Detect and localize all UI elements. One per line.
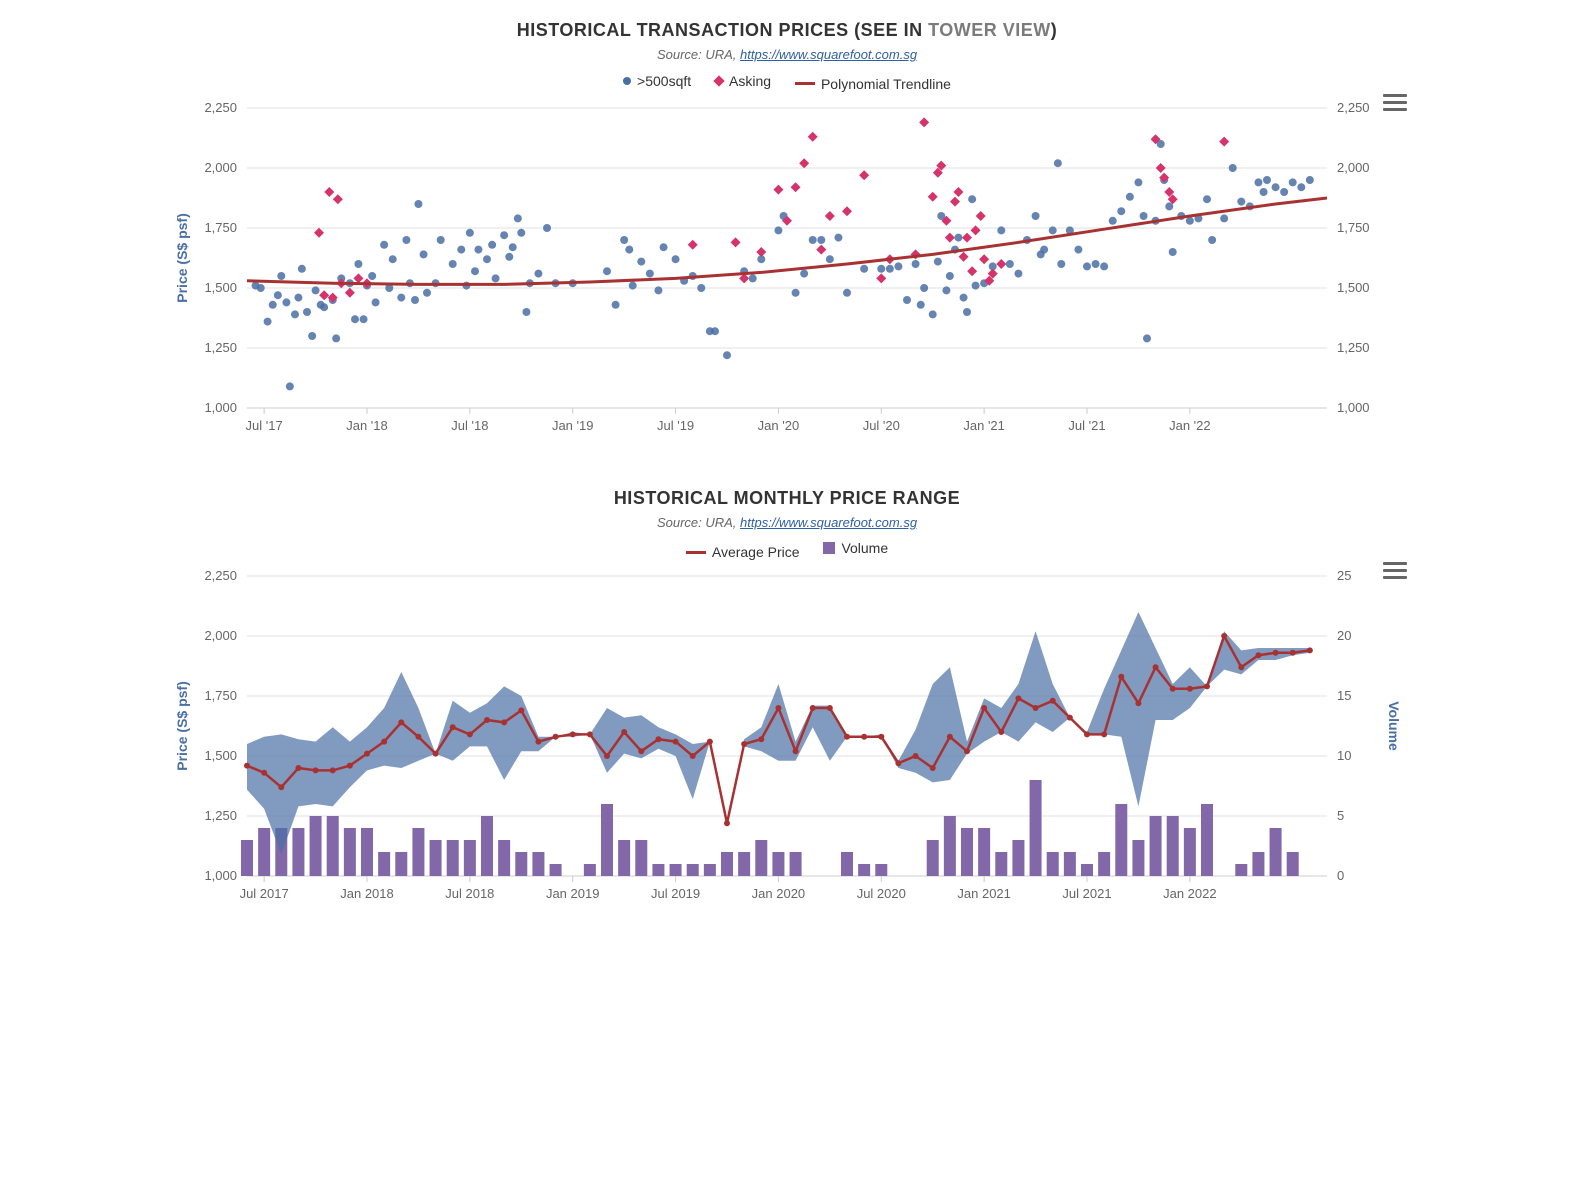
chart2-title: HISTORICAL MONTHLY PRICE RANGE (167, 488, 1407, 509)
chart1-svg: 1,000 1,000 1,250 1,250 1,500 1,500 1,750 1,750… (167, 98, 1407, 458)
svg-text:Price (S$ psf): Price (S$ psf) (174, 213, 190, 302)
svg-text:1,250: 1,250 (204, 340, 237, 355)
chart1-subtitle-prefix: Source: URA, (657, 47, 740, 62)
svg-text:Jul 2021: Jul 2021 (1062, 886, 1111, 901)
legend-item-scatter-blue[interactable]: >500sqft (623, 73, 691, 89)
svg-text:0: 0 (1337, 868, 1344, 883)
chart1-menu-icon[interactable] (1383, 90, 1407, 115)
line-marker-icon (686, 551, 706, 554)
svg-text:1,000: 1,000 (204, 400, 237, 415)
svg-text:Jan 2022: Jan 2022 (1163, 886, 1217, 901)
svg-text:Jul '21: Jul '21 (1068, 418, 1105, 433)
legend-item-trendline[interactable]: Polynomial Trendline (795, 76, 951, 92)
legend-label-1: >500sqft (637, 73, 691, 89)
svg-text:1,500: 1,500 (204, 748, 237, 763)
svg-text:Jan '18: Jan '18 (346, 418, 388, 433)
diamond-icon (713, 75, 724, 86)
svg-text:20: 20 (1337, 628, 1351, 643)
svg-text:15: 15 (1337, 688, 1351, 703)
svg-text:Jan 2021: Jan 2021 (957, 886, 1011, 901)
chart1-container: HISTORICAL TRANSACTION PRICES (SEE IN TO… (167, 20, 1407, 458)
dot-icon (623, 77, 631, 85)
svg-text:Jan '19: Jan '19 (552, 418, 594, 433)
svg-text:Jul '20: Jul '20 (863, 418, 900, 433)
svg-text:25: 25 (1337, 568, 1351, 583)
chart2-container: HISTORICAL MONTHLY PRICE RANGE Source: U… (167, 488, 1407, 927)
chart1-subtitle: Source: URA, https://www.squarefoot.com.… (167, 47, 1407, 62)
svg-text:Jan '21: Jan '21 (963, 418, 1005, 433)
svg-text:Jan 2020: Jan 2020 (752, 886, 806, 901)
svg-text:Volume: Volume (1386, 701, 1402, 751)
svg-text:Jan 2019: Jan 2019 (546, 886, 600, 901)
svg-text:Jul 2020: Jul 2020 (857, 886, 906, 901)
svg-text:1,500: 1,500 (204, 280, 237, 295)
bar-icon (823, 542, 835, 554)
svg-text:Jul 2018: Jul 2018 (445, 886, 494, 901)
svg-text:1,750: 1,750 (1337, 220, 1370, 235)
svg-text:Jan 2018: Jan 2018 (340, 886, 394, 901)
chart1-legend: >500sqft Asking Polynomial Trendline (167, 72, 1407, 92)
svg-text:Jul 2017: Jul 2017 (240, 886, 289, 901)
legend-item-scatter-red[interactable]: Asking (715, 73, 771, 89)
chart2-menu-icon[interactable] (1383, 558, 1407, 583)
svg-text:2,250: 2,250 (1337, 100, 1370, 115)
svg-text:1,500: 1,500 (1337, 280, 1370, 295)
svg-text:1,250: 1,250 (1337, 340, 1370, 355)
svg-text:1,000: 1,000 (204, 868, 237, 883)
legend-label-avg: Average Price (712, 544, 800, 560)
svg-text:1,750: 1,750 (204, 688, 237, 703)
chart2-subtitle: Source: URA, https://www.squarefoot.com.… (167, 515, 1407, 530)
svg-text:Jul '18: Jul '18 (451, 418, 488, 433)
chart1-title-link[interactable]: TOWER VIEW (928, 20, 1051, 40)
svg-text:5: 5 (1337, 808, 1344, 823)
svg-text:2,000: 2,000 (204, 628, 237, 643)
chart2-subtitle-prefix: Source: URA, (657, 515, 740, 530)
chart1-title: HISTORICAL TRANSACTION PRICES (SEE IN TO… (167, 20, 1407, 41)
legend-item-volume[interactable]: Volume (823, 540, 888, 556)
svg-text:Jan '22: Jan '22 (1169, 418, 1211, 433)
svg-text:2,000: 2,000 (204, 160, 237, 175)
chart2-svg: 1,000 1,250 1,500 1,750 2,000 2,250 0 5 10 15 20 25… (167, 566, 1407, 926)
svg-text:Price (S$ psf): Price (S$ psf) (174, 681, 190, 770)
svg-text:1,750: 1,750 (204, 220, 237, 235)
svg-text:Jul '17: Jul '17 (246, 418, 283, 433)
legend-label-3: Polynomial Trendline (821, 76, 951, 92)
legend-item-avg-price[interactable]: Average Price (686, 544, 800, 560)
chart2-subtitle-link[interactable]: https://www.squarefoot.com.sg (740, 515, 917, 530)
svg-text:2,250: 2,250 (204, 568, 237, 583)
svg-text:1,250: 1,250 (204, 808, 237, 823)
svg-text:2,250: 2,250 (204, 100, 237, 115)
svg-text:Jul 2019: Jul 2019 (651, 886, 700, 901)
svg-text:Jul '19: Jul '19 (657, 418, 694, 433)
chart2-legend: Average Price Volume (167, 540, 1407, 561)
legend-label-vol: Volume (841, 540, 888, 556)
chart1-subtitle-link[interactable]: https://www.squarefoot.com.sg (740, 47, 917, 62)
legend-label-2: Asking (729, 73, 771, 89)
svg-text:1,000: 1,000 (1337, 400, 1370, 415)
svg-text:Jan '20: Jan '20 (758, 418, 800, 433)
chart1-title-suffix: ) (1051, 20, 1058, 40)
line-icon (795, 82, 815, 85)
svg-text:10: 10 (1337, 748, 1351, 763)
svg-text:2,000: 2,000 (1337, 160, 1370, 175)
chart1-title-prefix: HISTORICAL TRANSACTION PRICES (SEE IN (517, 20, 928, 40)
